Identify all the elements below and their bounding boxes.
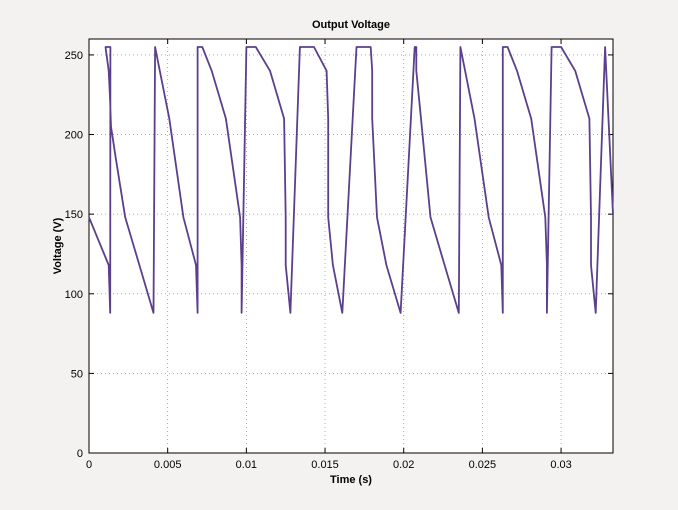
y-tick-label: 200 bbox=[65, 130, 83, 142]
x-tick-label: 0.015 bbox=[311, 459, 339, 471]
y-tick-label: 150 bbox=[65, 209, 83, 221]
plot-area bbox=[89, 39, 613, 453]
series-group bbox=[88, 46, 614, 314]
x-tick-label: 0.03 bbox=[550, 459, 571, 471]
y-tick-label: 50 bbox=[71, 368, 83, 380]
chart-title: Output Voltage bbox=[312, 19, 390, 31]
plot-frame bbox=[88, 38, 614, 454]
series-line bbox=[88, 46, 614, 314]
y-tick-label: 100 bbox=[65, 289, 83, 301]
x-tick-label: 0 bbox=[86, 459, 92, 471]
x-tick-label: 0.02 bbox=[393, 459, 414, 471]
axis-ticks: 0 0.005 0.01 0.015 0.02 0.025 0.03 0 50 100 150 200… bbox=[65, 39, 613, 471]
y-tick-label: 250 bbox=[65, 50, 83, 62]
grid bbox=[88, 39, 613, 454]
x-axis-label: Time (s) bbox=[330, 474, 372, 486]
y-axis-label: Voltage (V) bbox=[52, 217, 64, 274]
x-tick-label: 0.005 bbox=[154, 459, 182, 471]
y-tick-label: 0 bbox=[77, 448, 83, 460]
x-tick-label: 0.025 bbox=[469, 459, 497, 471]
x-tick-label: 0.01 bbox=[236, 459, 257, 471]
